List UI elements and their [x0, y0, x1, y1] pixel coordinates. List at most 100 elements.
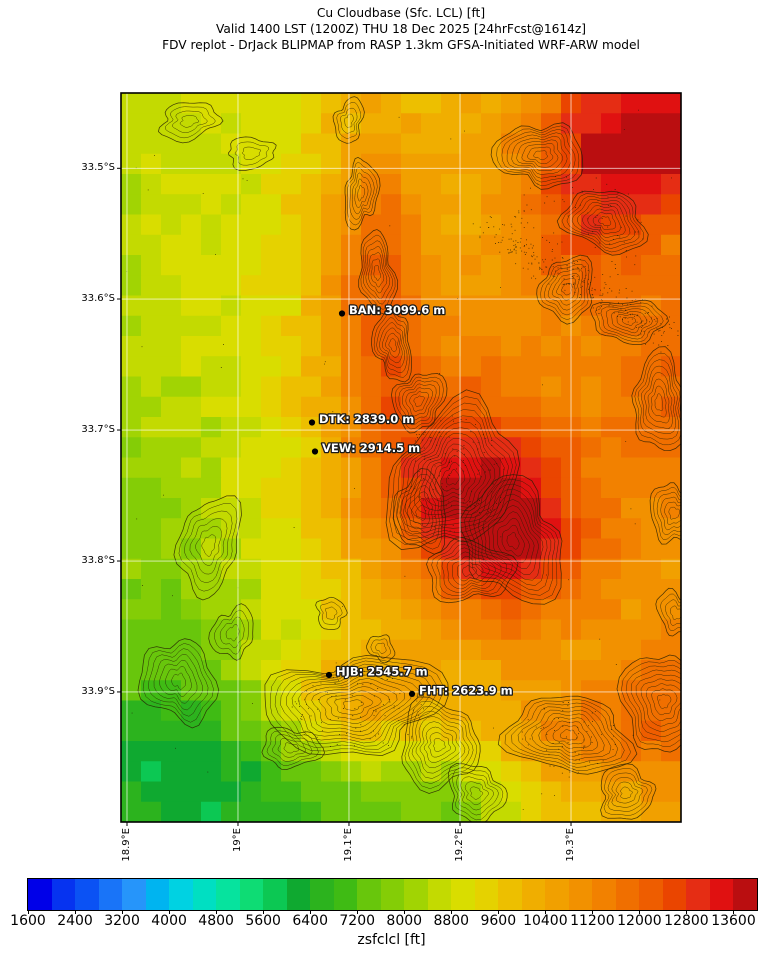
raster-cell	[581, 538, 602, 560]
raster-cell	[141, 376, 162, 398]
raster-cell	[341, 437, 362, 458]
raster-cell	[481, 477, 502, 499]
raster-cell	[621, 801, 642, 822]
contour-ring	[634, 353, 681, 446]
raster-cell	[301, 295, 322, 317]
raster-cell	[201, 153, 222, 175]
raster-cell	[661, 417, 681, 438]
raster-cell	[521, 619, 542, 641]
raster-cell	[581, 315, 602, 337]
raster-cell	[281, 498, 302, 519]
raster-cell	[501, 619, 522, 641]
contour-ring	[326, 690, 382, 720]
raster-cell	[201, 174, 222, 195]
contour-ring	[225, 623, 240, 642]
raster-cell	[181, 720, 202, 742]
raster-cell	[141, 214, 162, 236]
colorbar-tick-mark	[545, 910, 547, 914]
raster-cell	[241, 498, 262, 519]
raster-cell	[581, 417, 602, 438]
raster-cell	[461, 498, 482, 519]
raster-cell	[201, 498, 222, 519]
raster-cell	[361, 781, 382, 803]
raster-cell	[141, 437, 162, 458]
raster-cell	[121, 518, 142, 539]
contour-ring	[566, 196, 640, 249]
raster-cell	[521, 720, 542, 742]
contour-ring	[398, 380, 441, 426]
raster-cell	[281, 781, 302, 803]
raster-cell	[661, 153, 681, 175]
raster-cell	[261, 457, 282, 479]
raster-cell	[581, 113, 602, 134]
raster-cell	[321, 619, 342, 641]
raster-cell	[641, 639, 662, 661]
colorbar-segment	[521, 879, 546, 910]
raster-cell	[261, 194, 282, 215]
colorbar-segment	[404, 879, 428, 910]
raster-cell	[181, 498, 202, 519]
colorbar-tick-mark	[686, 910, 688, 914]
raster-cell	[521, 214, 542, 236]
raster-cell	[181, 214, 202, 236]
raster-cell	[641, 680, 662, 701]
raster-cell	[641, 437, 662, 458]
contour-ring	[142, 643, 214, 723]
raster-cell	[621, 93, 642, 114]
raster-cell	[421, 498, 442, 519]
raster-cell	[421, 214, 442, 236]
contour-ring	[375, 642, 387, 654]
raster-cell	[241, 457, 262, 479]
raster-cell	[241, 781, 262, 803]
contour-ring	[540, 259, 590, 320]
raster-cell	[221, 194, 242, 215]
raster-cell	[221, 579, 242, 600]
raster-cell	[181, 781, 202, 803]
contour-ring	[587, 208, 621, 234]
raster-cell	[581, 599, 602, 620]
raster-cell	[441, 558, 462, 580]
raster-cell	[501, 396, 522, 418]
raster-cell	[581, 275, 602, 296]
raster-cell	[121, 720, 142, 742]
raster-cell	[581, 801, 602, 822]
raster-cell	[501, 275, 522, 296]
colorbar-tick-label: 12000	[617, 913, 662, 929]
raster-cell	[121, 437, 142, 458]
raster-cell	[281, 558, 302, 580]
colorbar-segment	[239, 879, 264, 910]
contour-ring	[504, 699, 632, 771]
raster-cell	[621, 498, 642, 519]
raster-cell	[181, 194, 202, 215]
raster-cell	[601, 639, 622, 661]
raster-cell	[301, 599, 322, 620]
raster-cell	[501, 255, 522, 276]
raster-cell	[341, 558, 362, 580]
contour-ring	[592, 212, 617, 231]
raster-cell	[521, 599, 542, 620]
raster-cell	[521, 376, 542, 398]
raster-cell	[461, 639, 482, 661]
raster-cell	[241, 680, 262, 701]
raster-cell	[241, 153, 262, 175]
contour-ring	[487, 505, 539, 575]
raster-cell	[361, 315, 382, 337]
raster-cell	[161, 518, 182, 539]
raster-cell	[461, 558, 482, 580]
raster-cell	[441, 781, 462, 803]
raster-cell	[181, 174, 202, 195]
contour-ring	[560, 729, 578, 741]
raster-cell	[441, 801, 462, 822]
raster-cell	[481, 153, 502, 175]
contour-ring	[370, 258, 385, 288]
raster-cell	[181, 437, 202, 458]
contour-ring	[452, 767, 504, 821]
raster-cell	[361, 477, 382, 499]
raster-cell	[581, 619, 602, 641]
raster-cell	[161, 275, 182, 296]
contour-ring	[266, 730, 319, 766]
raster-cell	[361, 255, 382, 276]
raster-cell	[661, 234, 681, 256]
raster-cell	[381, 214, 402, 236]
raster-cell	[301, 558, 322, 580]
